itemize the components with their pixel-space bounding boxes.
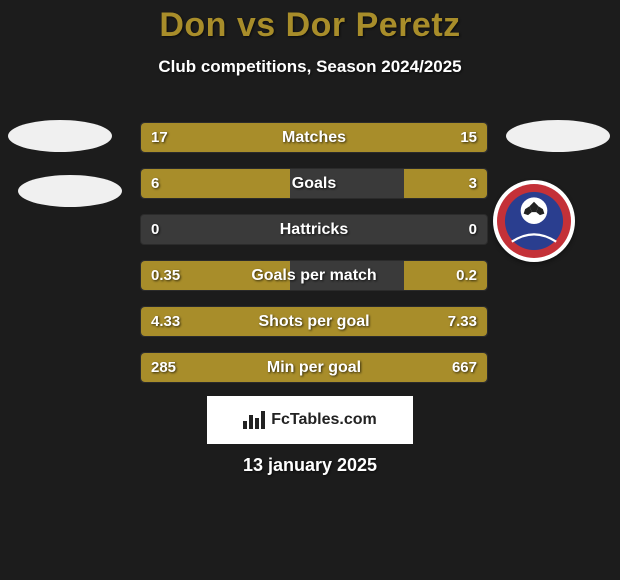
page-title: Don vs Dor Peretz (0, 0, 620, 45)
left-team-placeholder-2 (18, 175, 122, 207)
stat-label: Goals per match (141, 261, 487, 290)
stat-row: 1715Matches (140, 122, 488, 153)
right-team-placeholder (506, 120, 610, 152)
stat-row: 63Goals (140, 168, 488, 199)
attribution-badge: FcTables.com (207, 396, 413, 444)
soccer-ball-icon (497, 184, 571, 258)
stat-row: 285667Min per goal (140, 352, 488, 383)
left-team-placeholder-1 (8, 120, 112, 152)
stat-label: Goals (141, 169, 487, 198)
stat-row: 00Hattricks (140, 214, 488, 245)
comparison-card: Don vs Dor Peretz Club competitions, Sea… (0, 0, 620, 580)
subtitle: Club competitions, Season 2024/2025 (0, 57, 620, 77)
stat-row: 4.337.33Shots per goal (140, 306, 488, 337)
attribution-text: FcTables.com (271, 411, 377, 429)
stat-label: Matches (141, 123, 487, 152)
stat-label: Hattricks (141, 215, 487, 244)
comparison-bars: 1715Matches 63Goals 00Hattricks 0.350.2Goal… (140, 122, 488, 398)
stat-row: 0.350.2Goals per match (140, 260, 488, 291)
date-label: 13 january 2025 (0, 455, 620, 476)
stat-label: Shots per goal (141, 307, 487, 336)
stat-label: Min per goal (141, 353, 487, 382)
team-badge-inner (497, 184, 571, 258)
right-team-badge (493, 180, 575, 262)
bars-chart-icon (243, 411, 265, 429)
